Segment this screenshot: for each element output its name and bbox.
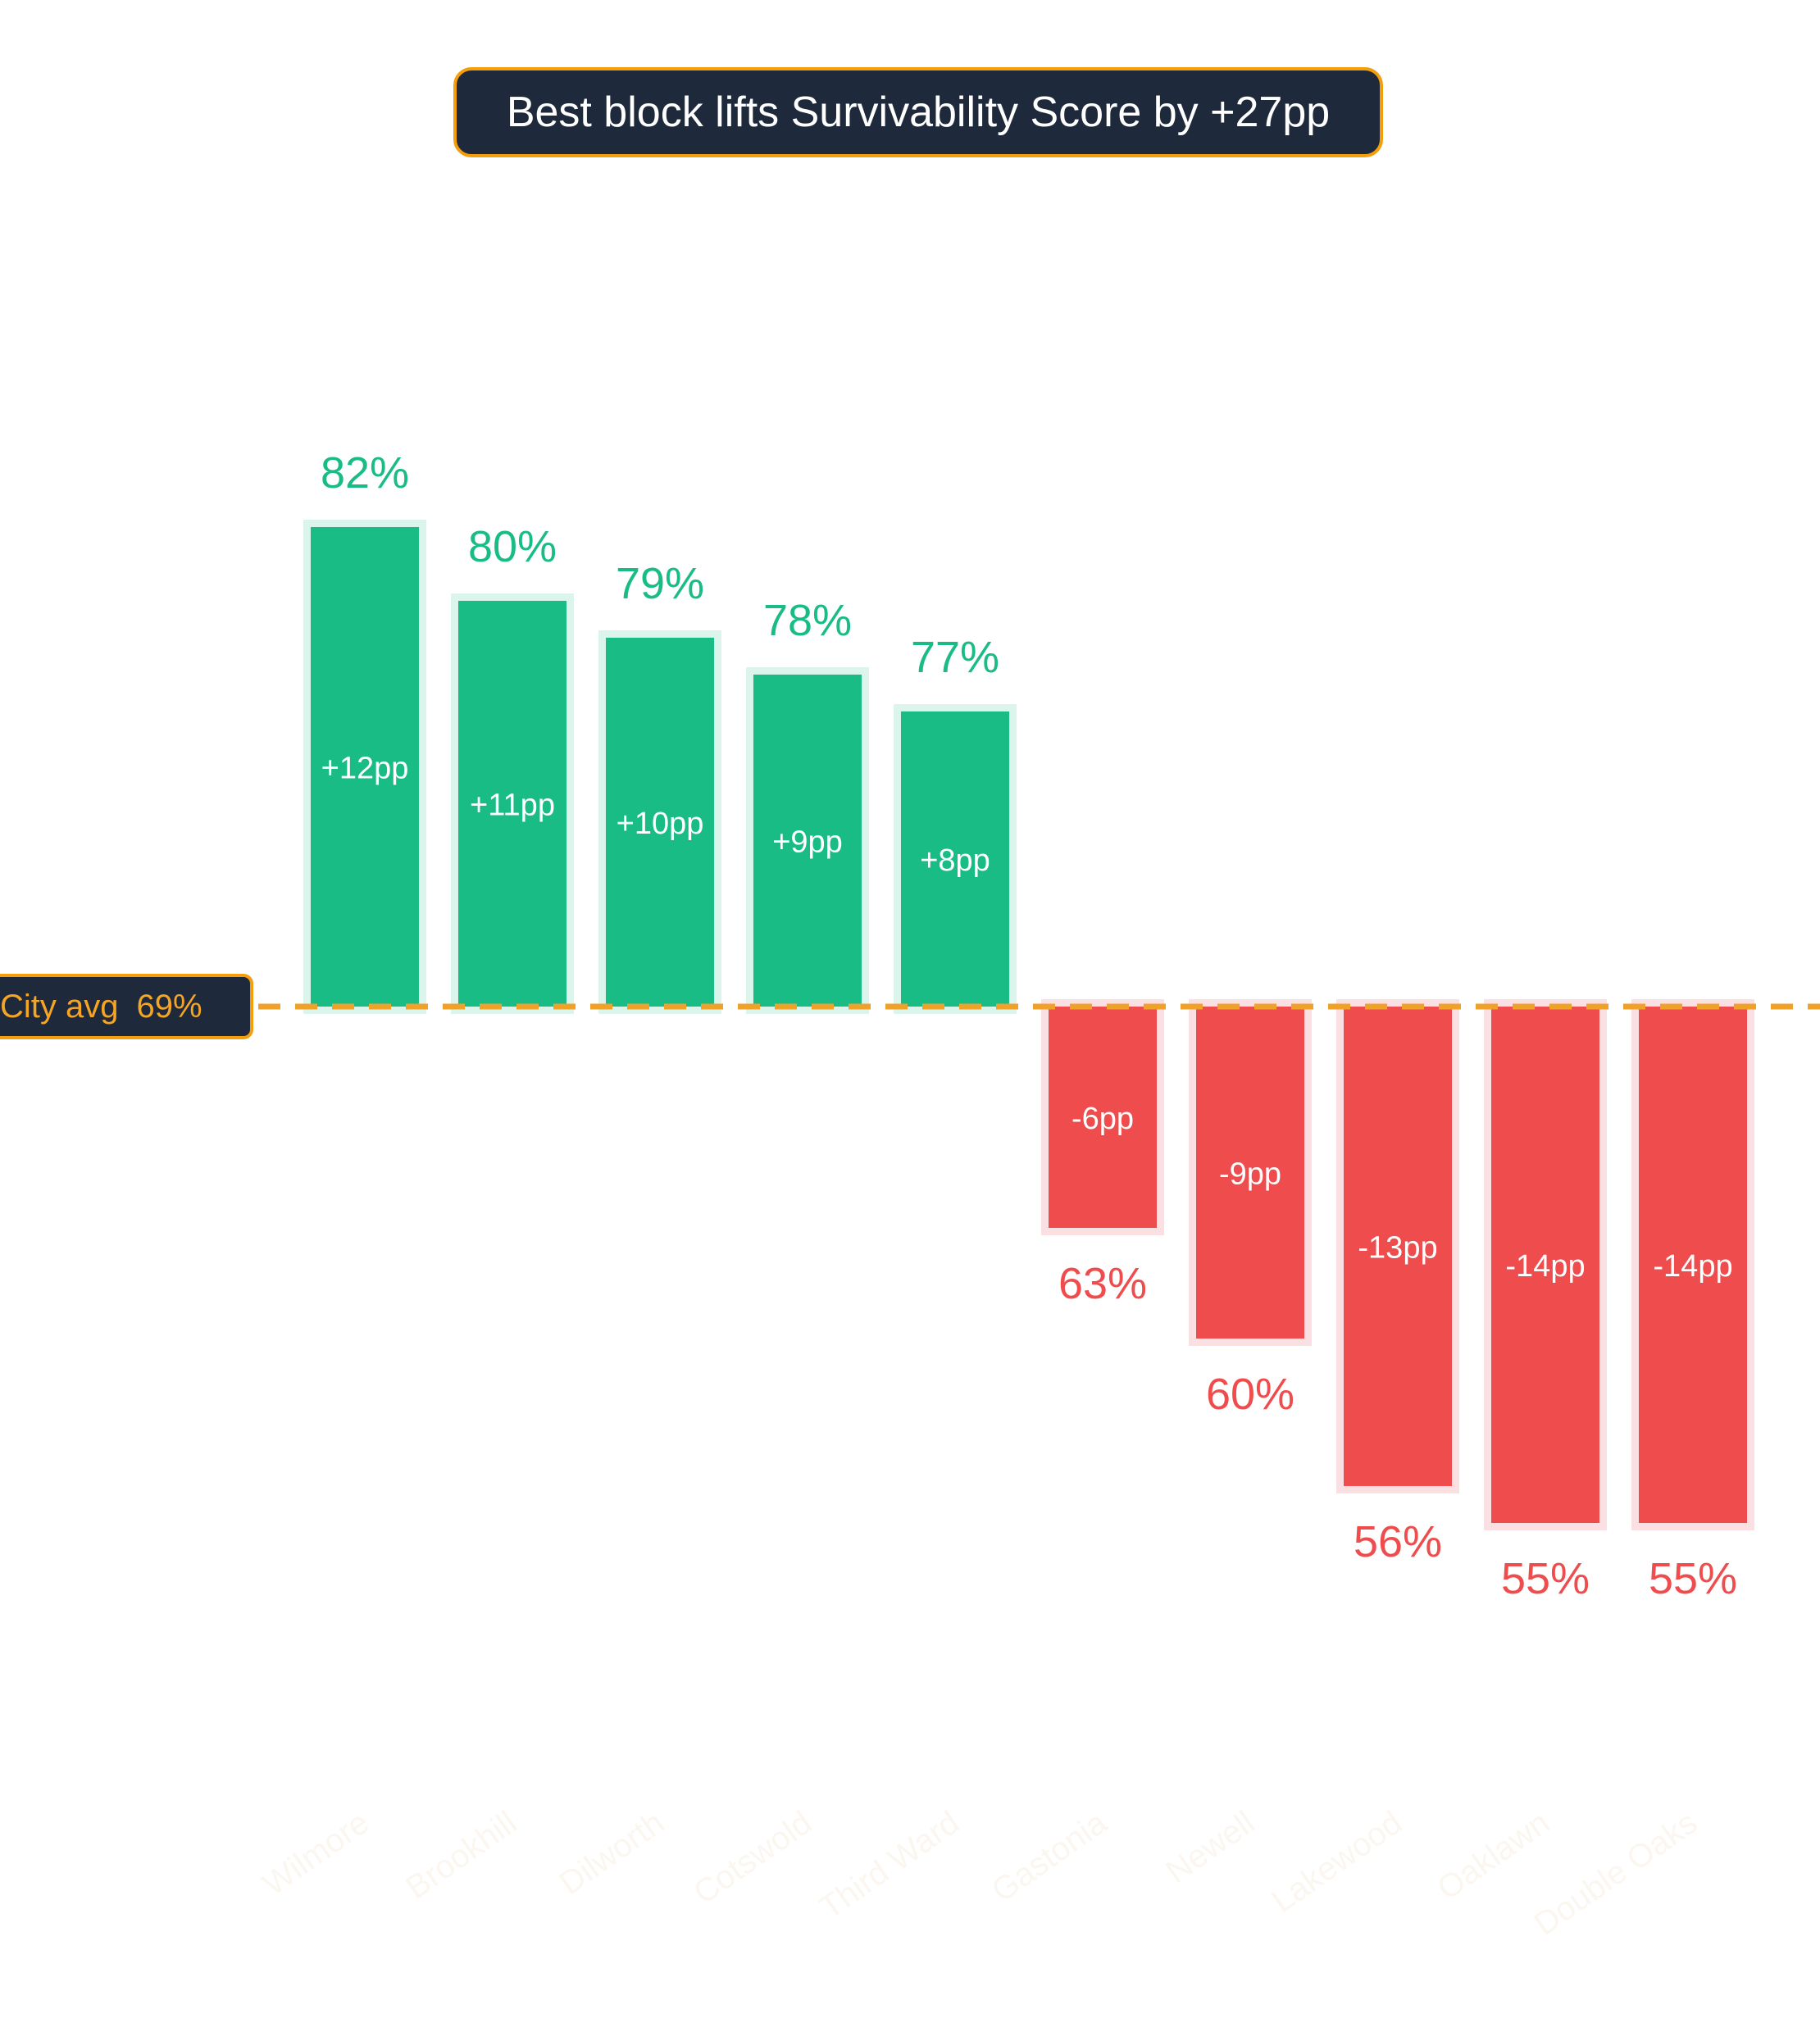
city-average-badge: City avg 69% xyxy=(0,974,253,1039)
value-label: 82% xyxy=(321,448,409,498)
bar xyxy=(901,711,1009,1007)
value-label: 56% xyxy=(1354,1517,1442,1566)
category-label: Third Ward xyxy=(813,1804,966,1926)
delta-label: +9pp xyxy=(772,825,843,860)
bar xyxy=(606,638,714,1007)
category-label: Gastonia xyxy=(985,1804,1114,1909)
category-label: Brookhill xyxy=(399,1804,523,1906)
value-label: 77% xyxy=(911,633,999,682)
bar xyxy=(1344,1007,1452,1486)
delta-label: +8pp xyxy=(920,843,990,878)
value-label: 78% xyxy=(763,596,852,645)
value-label: 60% xyxy=(1206,1370,1294,1419)
bars-layer xyxy=(303,520,1754,1530)
bar xyxy=(1491,1007,1599,1523)
category-label: Cotswold xyxy=(687,1804,818,1911)
delta-label: +10pp xyxy=(617,807,704,841)
value-label: 55% xyxy=(1501,1554,1590,1603)
delta-label: +12pp xyxy=(321,752,409,786)
bar xyxy=(311,527,419,1007)
bar xyxy=(1639,1007,1747,1523)
delta-label: +11pp xyxy=(470,789,555,823)
category-label: Dilworth xyxy=(553,1804,671,1902)
city-average-value: 69% xyxy=(137,989,202,1025)
city-average-label: City avg xyxy=(0,989,119,1025)
bar xyxy=(1196,1007,1304,1339)
category-label: Oaklawn xyxy=(1431,1804,1556,1907)
chart-title-box: Best block lifts Survivability Score by … xyxy=(453,67,1383,157)
bar xyxy=(1049,1007,1157,1228)
category-label: Lakewood xyxy=(1266,1804,1409,1920)
delta-label: -13pp xyxy=(1358,1231,1437,1266)
delta-label: -14pp xyxy=(1505,1249,1585,1284)
bar xyxy=(753,675,862,1007)
category-label: Double Oaks xyxy=(1528,1804,1704,1943)
delta-label: -14pp xyxy=(1653,1249,1732,1284)
value-label: 55% xyxy=(1649,1554,1737,1603)
delta-label: -6pp xyxy=(1072,1102,1134,1136)
category-label: Wilmore xyxy=(257,1804,375,1902)
bar xyxy=(458,601,566,1007)
value-label: 80% xyxy=(468,522,557,571)
category-label: Newell xyxy=(1160,1804,1262,1890)
delta-label: -9pp xyxy=(1219,1157,1281,1192)
value-label: 79% xyxy=(616,559,704,608)
chart-title: Best block lifts Survivability Score by … xyxy=(506,89,1331,136)
value-label: 63% xyxy=(1058,1259,1147,1308)
labels-layer: 82% +12pp 80% +11pp 79% +10pp 78% +9pp 77% +8pp 63… xyxy=(321,448,1737,1603)
